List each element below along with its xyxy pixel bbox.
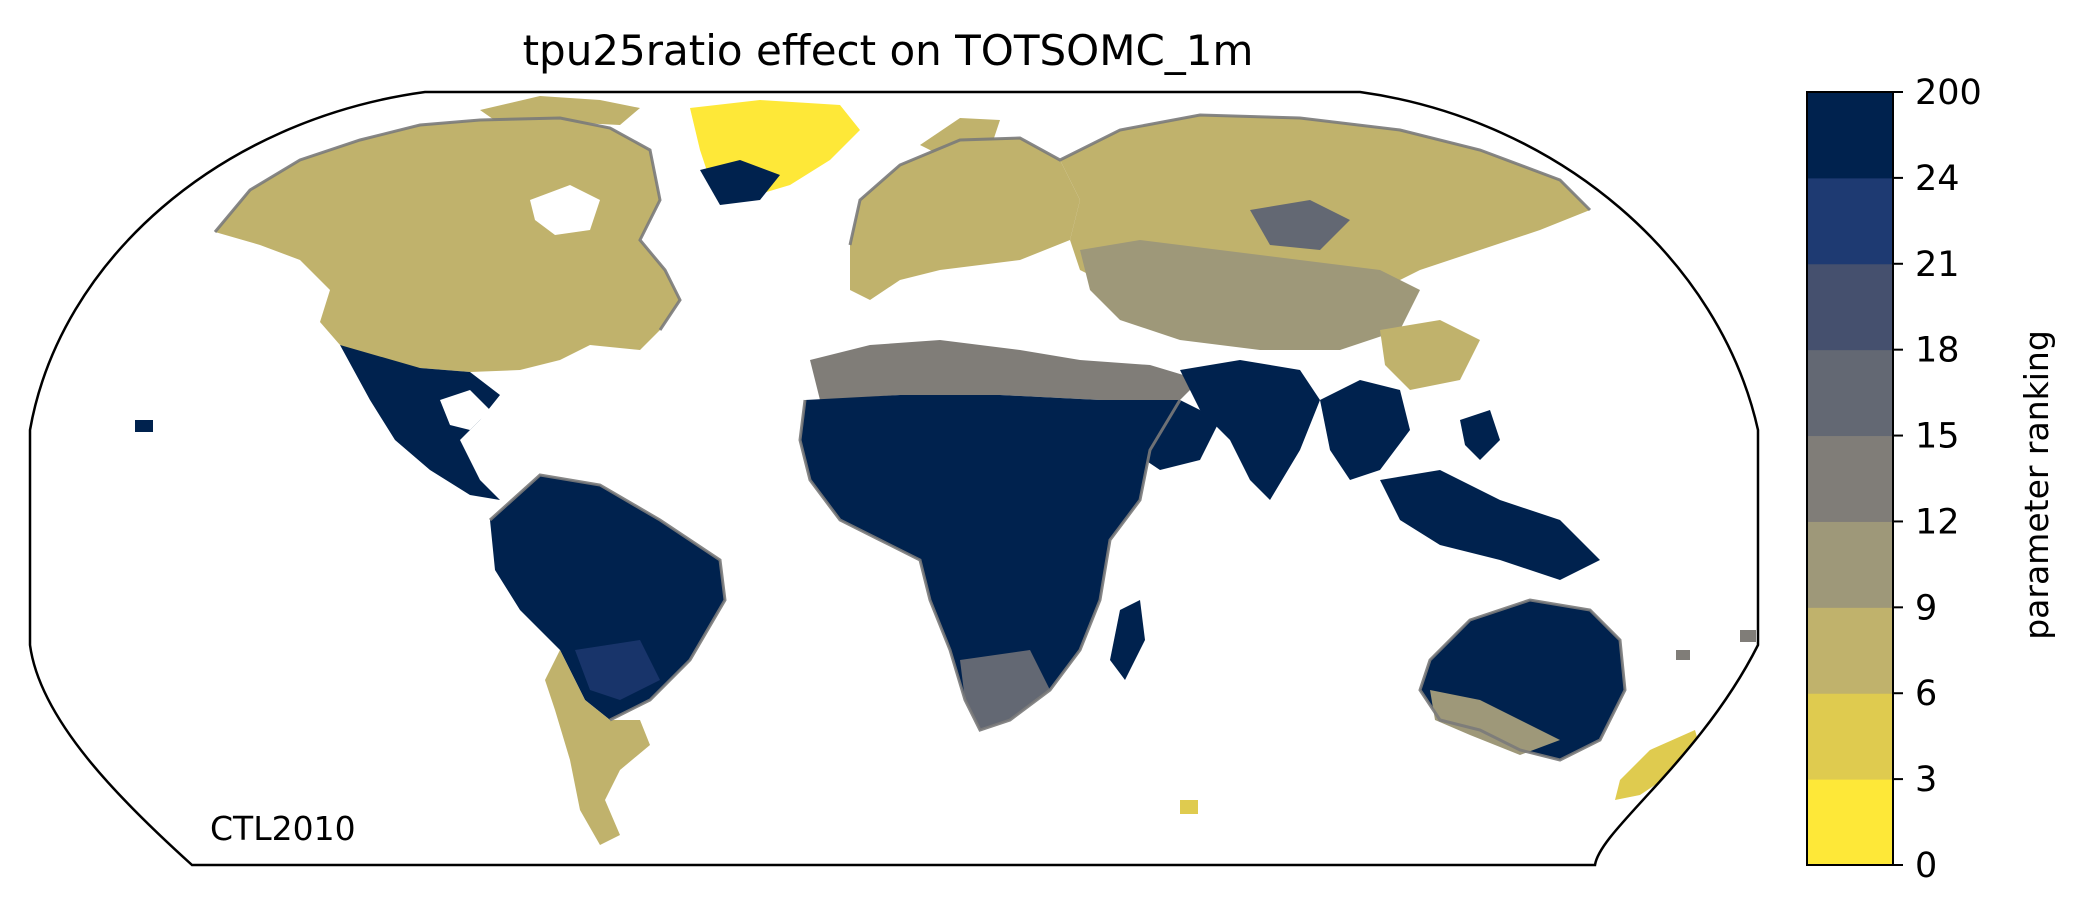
colorbar-label: parameter ranking bbox=[2017, 330, 2056, 640]
colorbar-segment bbox=[1807, 779, 1893, 866]
colorbar-segment bbox=[1807, 263, 1893, 351]
map-area bbox=[135, 96, 1756, 845]
colorbar-segment bbox=[1807, 435, 1893, 522]
colorbar-tick-label: 0 bbox=[1915, 846, 1937, 886]
region-europe bbox=[850, 138, 1080, 300]
colorbar-segment bbox=[1807, 177, 1893, 265]
run-label: CTL2010 bbox=[210, 809, 356, 848]
region-north-america bbox=[215, 118, 680, 372]
region-patagonia bbox=[545, 650, 650, 845]
region-southeast-asia bbox=[1320, 380, 1410, 480]
colorbar-segment bbox=[1807, 521, 1893, 608]
region-africa bbox=[800, 395, 1180, 730]
colorbar-tick-label: 6 bbox=[1915, 674, 1937, 714]
colorbar-tick-label: 21 bbox=[1915, 245, 1960, 285]
region-new-zealand bbox=[1615, 730, 1700, 800]
colorbar-segment bbox=[1807, 92, 1893, 179]
colorbar-tick-label: 9 bbox=[1915, 588, 1937, 628]
region-central-america bbox=[340, 345, 500, 500]
colorbar-segment bbox=[1807, 607, 1893, 694]
colorbar-tick-label: 24 bbox=[1915, 159, 1960, 199]
colorbar-tick-label: 200 bbox=[1915, 73, 1982, 113]
region-central-asia bbox=[1080, 240, 1420, 350]
region-south-asia bbox=[1180, 360, 1320, 500]
colorbar-frame bbox=[1806, 91, 1894, 866]
map-frame bbox=[28, 90, 1760, 867]
map-title: tpu25ratio effect on TOTSOMC_1m bbox=[523, 26, 1254, 75]
colorbar-tick-label: 15 bbox=[1915, 417, 1960, 457]
colorbar-tick-label: 3 bbox=[1915, 760, 1937, 800]
colorbar-segment bbox=[1807, 693, 1893, 780]
region-south-america bbox=[490, 475, 725, 720]
colorbar-tick-label: 18 bbox=[1915, 331, 1960, 371]
colorbar-tick-label: 12 bbox=[1915, 502, 1960, 542]
colorbar: 0 3 6 9 12 15 18 21 24 200 bbox=[1806, 73, 1982, 886]
colorbar-segment bbox=[1807, 349, 1893, 437]
